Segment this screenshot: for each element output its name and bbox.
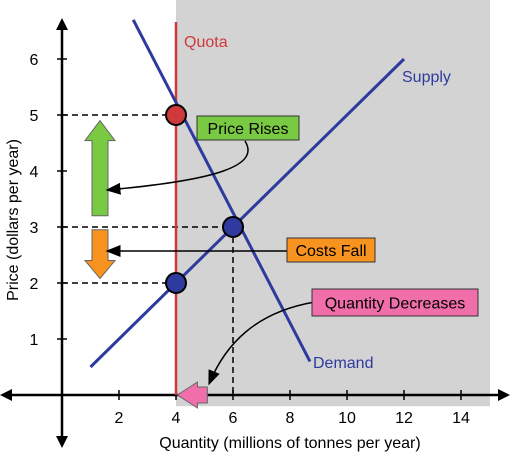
x-tick-label: 2	[115, 410, 124, 427]
y-tick-label: 1	[30, 332, 39, 349]
y-axis-top-arrow-icon	[56, 18, 68, 30]
y-tick-label: 5	[30, 108, 39, 125]
costs-fall-box	[286, 237, 376, 263]
y-tick-label: 2	[30, 276, 39, 293]
quantity-decreases-label: Quantity Decreases	[325, 296, 466, 313]
supply-label: Supply	[402, 69, 451, 86]
x-tick-label: 12	[395, 410, 413, 427]
supply-line	[89, 57, 406, 369]
y-tick-label: 4	[30, 164, 39, 181]
x-tick-label: 6	[229, 410, 238, 427]
y-axis-label: Price (dollars per year)	[5, 139, 22, 301]
x-tick-label: 8	[286, 410, 295, 427]
x-axis-right-arrow-icon	[498, 389, 510, 401]
costs-fall-label: Costs Fall	[295, 243, 366, 260]
price-rises-arrow-icon	[84, 119, 116, 217]
x-tick-label: 14	[452, 410, 470, 427]
demand-label: Demand	[313, 355, 373, 372]
y-tick-label: 6	[30, 52, 39, 69]
restricted-region	[176, 0, 490, 407]
quota-label: Quota	[184, 34, 228, 51]
price-rises-box	[196, 115, 300, 141]
quantity-decreases-arrow-icon	[176, 381, 208, 409]
x-tick-label: 4	[172, 410, 181, 427]
point-2	[222, 216, 244, 238]
quantity-decreases-connector	[208, 301, 316, 386]
price-rises-connector	[105, 140, 249, 195]
x-axis-label: Quantity (millions of tonnes per year)	[159, 435, 420, 452]
point-3	[165, 272, 187, 294]
quantity-decreases-box	[311, 288, 479, 317]
y-axis-bottom-arrow-icon	[56, 436, 68, 448]
x-axis-left-arrow-icon	[0, 389, 12, 401]
x-tick-label: 10	[338, 410, 356, 427]
price-rises-label: Price Rises	[208, 121, 289, 138]
costs-fall-arrow-icon	[83, 229, 117, 280]
point-1	[165, 104, 187, 126]
y-tick-label: 3	[30, 220, 39, 237]
demand-line	[131, 19, 312, 363]
